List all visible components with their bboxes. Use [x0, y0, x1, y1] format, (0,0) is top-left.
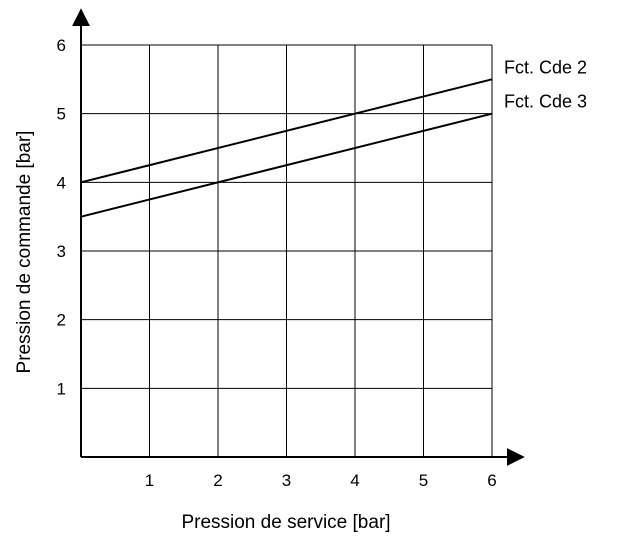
x-tick-label: 5 — [419, 471, 428, 490]
y-tick-label: 2 — [57, 311, 66, 330]
series-label-2: Fct. Cde 3 — [504, 92, 587, 112]
y-axis-label: Pression de commande [bar] — [14, 131, 35, 374]
series-label-1: Fct. Cde 2 — [504, 57, 587, 77]
x-tick-label: 4 — [350, 471, 359, 490]
grid — [81, 44, 493, 457]
x-tick-label: 2 — [213, 471, 222, 490]
x-tick-label: 6 — [487, 471, 496, 490]
y-tick-label: 6 — [57, 36, 66, 55]
series-line-2 — [80, 112, 493, 218]
x-tick-label: 1 — [145, 471, 154, 490]
y-tick-label: 1 — [57, 379, 66, 398]
labels-layer: 1 2 3 4 5 6 1 2 3 4 5 6 Fct. Cde 2 Fct. Cde 3 — [57, 36, 588, 490]
y-tick-label: 4 — [57, 173, 66, 192]
series-layer — [80, 78, 493, 218]
y-tick-label: 5 — [57, 105, 66, 124]
y-tick-label: 3 — [57, 242, 66, 261]
axes — [72, 8, 525, 466]
x-tick-label: 3 — [282, 471, 291, 490]
series-line-1 — [80, 78, 493, 184]
x-axis-label: Pression de service [bar] — [181, 512, 390, 533]
